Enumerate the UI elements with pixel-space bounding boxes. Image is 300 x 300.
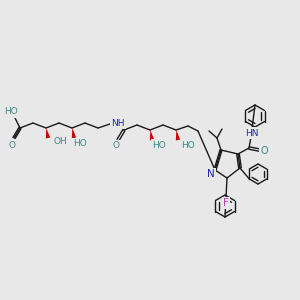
- Polygon shape: [46, 128, 50, 138]
- Polygon shape: [150, 130, 154, 140]
- Text: OH: OH: [54, 136, 68, 146]
- Text: HO: HO: [181, 140, 195, 149]
- Text: HO: HO: [73, 140, 87, 148]
- Text: HN: HN: [245, 128, 259, 137]
- Text: HO: HO: [152, 140, 166, 149]
- Text: NH: NH: [111, 118, 124, 127]
- Text: O: O: [260, 146, 268, 156]
- Text: N: N: [207, 169, 215, 179]
- Text: O: O: [112, 142, 119, 151]
- Text: O: O: [8, 140, 16, 149]
- Polygon shape: [72, 128, 76, 138]
- Polygon shape: [176, 130, 180, 140]
- Text: F: F: [223, 198, 229, 208]
- Text: HO: HO: [4, 107, 18, 116]
